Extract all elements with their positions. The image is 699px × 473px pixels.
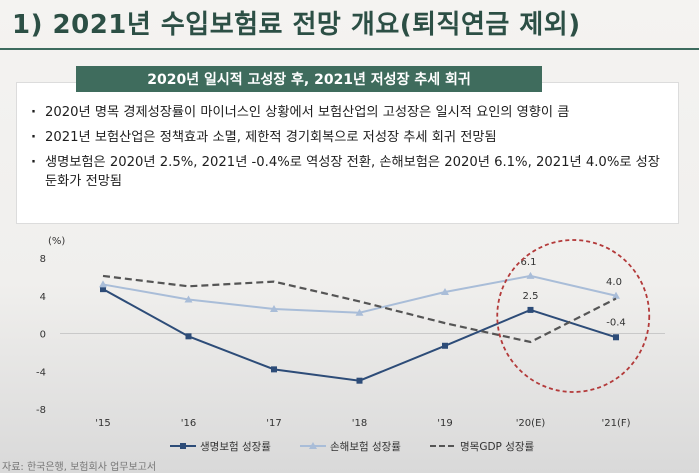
x-tick-label: '17 bbox=[266, 418, 281, 429]
slide-title: 1) 2021년 수입보험료 전망 개요(퇴직연금 제외) bbox=[12, 10, 581, 40]
data-point bbox=[526, 271, 535, 279]
y-tick-label: -8 bbox=[36, 405, 46, 416]
summary-box: 2020년 일시적 고성장 후, 2021년 저성장 추세 회귀 bbox=[76, 66, 542, 92]
data-point bbox=[184, 295, 193, 303]
data-point bbox=[613, 334, 619, 341]
x-tick-label: '19 bbox=[437, 418, 452, 429]
series-line bbox=[102, 288, 617, 382]
data-label: -0.4 bbox=[606, 317, 626, 328]
data-point bbox=[612, 291, 620, 299]
data-label: 6.1 bbox=[521, 257, 537, 268]
legend-label: 손해보험 성장률 bbox=[330, 440, 401, 453]
line-chart: (%)8 4 0 -4 -8 '15 '16 '17 '18 '19 '20(E) '21(F) 2.5… bbox=[36, 236, 665, 453]
title-divider bbox=[0, 48, 699, 50]
y-tick-label: 4 bbox=[40, 292, 46, 303]
bullet-item: 2020년 명목 경제성장률이 마이너스인 상황에서 보험산업의 고성장은 일시… bbox=[31, 103, 668, 122]
data-point bbox=[100, 286, 106, 293]
data-label: 4.0 bbox=[606, 277, 622, 288]
legend-marker bbox=[309, 442, 317, 449]
y-tick-label: 8 bbox=[40, 254, 46, 265]
bullet-panel: 2020년 명목 경제성장률이 마이너스인 상황에서 보험산업의 고성장은 일시… bbox=[16, 82, 679, 224]
data-point bbox=[99, 280, 107, 288]
x-tick-label: '18 bbox=[352, 418, 367, 429]
legend-marker bbox=[180, 443, 186, 449]
bullet-list: 2020년 명목 경제성장률이 마이너스인 상황에서 보험산업의 고성장은 일시… bbox=[17, 83, 678, 191]
x-tick-label: '20(E) bbox=[516, 418, 546, 429]
source-note: 자료: 한국은행, 보험회사 업무보고서 bbox=[2, 462, 157, 473]
series-line bbox=[102, 274, 617, 314]
x-tick-label: '16 bbox=[181, 418, 196, 429]
x-tick-label: '15 bbox=[95, 418, 110, 429]
data-point bbox=[271, 366, 277, 373]
y-unit-label: (%) bbox=[48, 236, 65, 247]
bullet-item: 생명보험은 2020년 2.5%, 2021년 -0.4%로 역성장 전환, 손… bbox=[31, 153, 668, 191]
y-tick-label: 0 bbox=[40, 330, 46, 341]
data-point bbox=[355, 308, 364, 316]
data-point bbox=[356, 377, 363, 384]
y-tick-label: -4 bbox=[36, 367, 46, 378]
data-point bbox=[442, 342, 448, 349]
series-line bbox=[102, 274, 617, 344]
data-point bbox=[441, 287, 449, 295]
x-tick-label: '21(F) bbox=[601, 418, 630, 429]
data-label: 2.5 bbox=[523, 291, 539, 302]
legend-label: 생명보험 성장률 bbox=[200, 441, 271, 453]
legend-label: 명목GDP 성장률 bbox=[460, 441, 535, 453]
highlight-circle bbox=[496, 239, 651, 393]
data-point bbox=[270, 304, 278, 312]
data-point bbox=[527, 306, 534, 313]
data-point bbox=[185, 333, 192, 340]
bullet-item: 2021년 보험산업은 정책효과 소멸, 제한적 경기회복으로 저성장 추세 회… bbox=[31, 128, 668, 147]
